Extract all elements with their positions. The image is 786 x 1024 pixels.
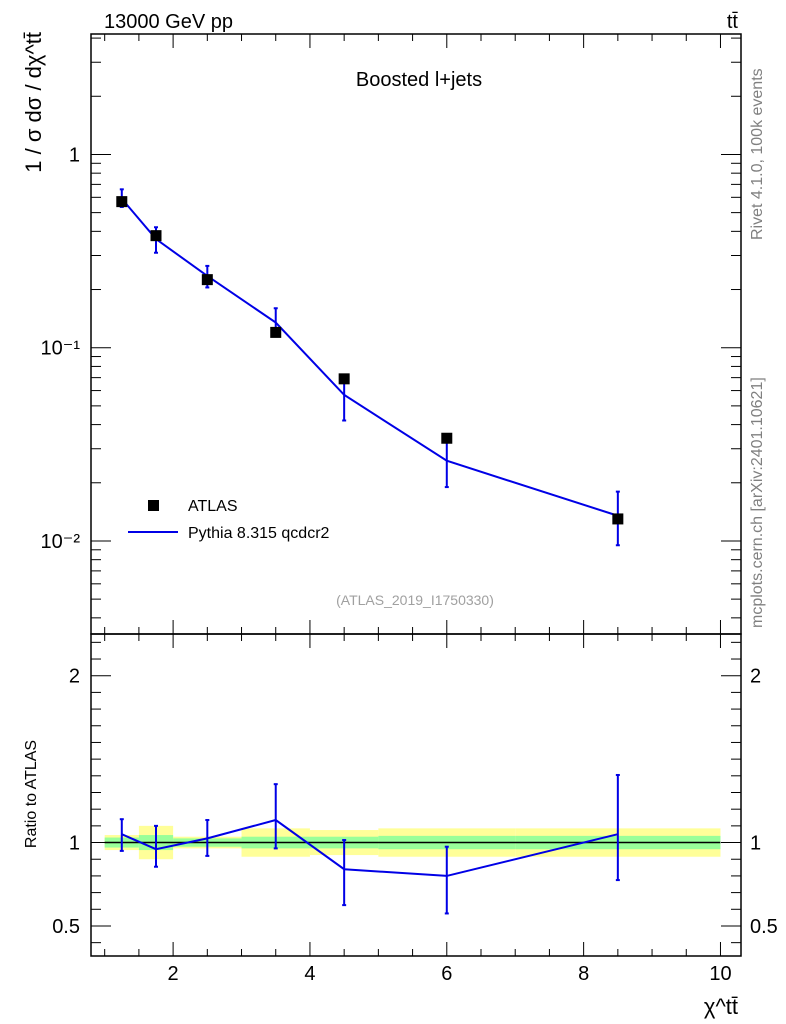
plot-title: Boosted l+jets <box>356 69 482 91</box>
ratio-y-tick-label: 0.5 <box>52 916 80 938</box>
main-panel: 1 10⁻¹ 10⁻² Boosted l+jets (ATLAS_2019_I17… <box>21 32 742 635</box>
legend-entry-mc: Pythia 8.315 qcdcr2 <box>188 525 330 542</box>
y-tick-label: 10⁻¹ <box>41 338 81 360</box>
main-y-axis-label: 1 / σ dσ / dχ^tt̄ <box>21 32 46 173</box>
legend-entry-atlas: ATLAS <box>188 498 238 515</box>
atlas-data-point <box>338 373 350 385</box>
atlas-data-point <box>612 513 624 525</box>
ratio-y-tick-label-right: 0.5 <box>750 916 778 938</box>
main-axis-ticks <box>91 34 741 634</box>
ratio-y-tick-label-right: 1 <box>750 833 761 855</box>
x-tick-label: 8 <box>578 963 589 985</box>
legend-data-marker <box>148 500 159 511</box>
ratio-axis-ticks <box>91 634 741 956</box>
analysis-tag: (ATLAS_2019_I1750330) <box>336 592 494 608</box>
beam-label: 13000 GeV pp <box>104 11 233 33</box>
y-tick-label: 10⁻² <box>41 531 81 553</box>
x-tick-label: 4 <box>304 963 315 985</box>
ratio-y-tick-label: 2 <box>69 666 80 688</box>
mcplots-label: mcplots.cern.ch [arXiv:2401.10621] <box>749 377 766 628</box>
ratio-frame <box>90 633 742 957</box>
x-axis-label: χ^tt̄ <box>704 994 738 1019</box>
atlas-data-point <box>116 196 128 208</box>
atlas-data-point <box>441 432 453 444</box>
atlas-data-point <box>150 230 162 242</box>
atlas-data-point <box>201 274 213 286</box>
process-label: tt̄ <box>727 11 739 33</box>
main-y-tick-labels: 1 10⁻¹ 10⁻² <box>41 144 81 553</box>
ratio-error-bars <box>119 773 620 915</box>
main-frame <box>90 33 742 635</box>
atlas-data-point <box>270 326 282 338</box>
ratio-panel: 2 2 1 1 0.5 0.5 2 4 6 8 10 Ratio to ATLAS χ^tt̄ <box>23 633 778 1019</box>
ratio-y-tick-labels: 2 2 1 1 0.5 0.5 <box>52 666 778 938</box>
x-tick-labels: 2 4 6 8 10 <box>168 963 732 985</box>
ratio-y-axis-label: Ratio to ATLAS <box>23 740 40 848</box>
x-tick-label: 10 <box>709 963 731 985</box>
y-tick-label: 1 <box>69 144 80 166</box>
mc-series-line <box>121 198 619 517</box>
legend: ATLAS Pythia 8.315 qcdcr2 <box>128 498 330 542</box>
atlas-data-points <box>116 196 624 525</box>
ratio-y-tick-label: 1 <box>69 833 80 855</box>
rivet-label: Rivet 4.1.0, 100k events <box>749 68 766 240</box>
x-tick-label: 6 <box>441 963 452 985</box>
x-tick-label: 2 <box>168 963 179 985</box>
ratio-y-tick-label-right: 2 <box>750 666 761 688</box>
